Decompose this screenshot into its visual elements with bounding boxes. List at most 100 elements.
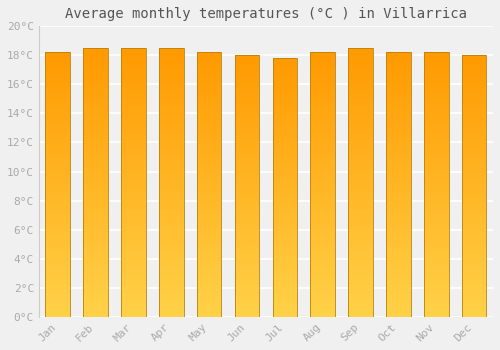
Bar xyxy=(46,277,70,279)
Bar xyxy=(272,254,297,256)
Bar xyxy=(84,156,108,158)
Bar xyxy=(272,280,297,282)
Bar xyxy=(462,300,486,301)
Bar xyxy=(310,261,335,262)
Bar xyxy=(424,299,448,301)
Bar xyxy=(424,215,448,216)
Bar xyxy=(159,239,184,240)
Bar xyxy=(84,112,108,114)
Bar xyxy=(272,62,297,63)
Bar xyxy=(46,173,70,174)
Bar xyxy=(159,241,184,243)
Bar xyxy=(234,209,260,211)
Bar xyxy=(159,146,184,147)
Bar xyxy=(310,208,335,210)
Bar xyxy=(462,133,486,135)
Bar xyxy=(424,289,448,290)
Bar xyxy=(46,264,70,265)
Bar xyxy=(197,192,222,194)
Bar xyxy=(386,102,410,104)
Bar xyxy=(234,117,260,118)
Bar xyxy=(272,61,297,62)
Bar xyxy=(310,236,335,238)
Bar xyxy=(121,308,146,310)
Bar xyxy=(159,90,184,91)
Bar xyxy=(159,201,184,203)
Bar xyxy=(84,259,108,260)
Bar xyxy=(310,298,335,300)
Bar xyxy=(424,100,448,101)
Bar xyxy=(159,270,184,271)
Bar xyxy=(310,301,335,302)
Bar xyxy=(46,282,70,284)
Bar xyxy=(121,169,146,170)
Bar xyxy=(121,294,146,295)
Bar xyxy=(386,299,410,301)
Bar xyxy=(272,261,297,262)
Bar xyxy=(462,224,486,225)
Bar xyxy=(386,145,410,146)
Bar xyxy=(46,133,70,134)
Bar xyxy=(310,121,335,122)
Bar xyxy=(348,273,373,275)
Bar xyxy=(386,101,410,103)
Bar xyxy=(84,308,108,310)
Bar xyxy=(84,65,108,67)
Bar xyxy=(272,256,297,257)
Bar xyxy=(348,122,373,123)
Bar xyxy=(424,176,448,178)
Bar xyxy=(462,62,486,63)
Bar xyxy=(462,243,486,245)
Bar xyxy=(386,167,410,169)
Bar xyxy=(159,183,184,185)
Bar xyxy=(386,236,410,238)
Bar xyxy=(46,125,70,126)
Bar xyxy=(159,284,184,286)
Bar xyxy=(159,243,184,244)
Bar xyxy=(310,52,335,54)
Bar xyxy=(121,140,146,142)
Bar xyxy=(121,302,146,303)
Bar xyxy=(310,221,335,223)
Bar xyxy=(159,299,184,301)
Bar xyxy=(386,84,410,85)
Bar xyxy=(310,100,335,101)
Bar xyxy=(84,292,108,294)
Bar xyxy=(310,132,335,133)
Bar xyxy=(462,251,486,253)
Bar xyxy=(84,190,108,192)
Bar xyxy=(348,162,373,163)
Bar xyxy=(348,226,373,228)
Bar xyxy=(159,61,184,63)
Bar xyxy=(462,260,486,262)
Bar xyxy=(46,168,70,170)
Bar xyxy=(424,75,448,76)
Bar xyxy=(462,174,486,176)
Bar xyxy=(272,150,297,151)
Bar xyxy=(310,184,335,186)
Bar xyxy=(272,161,297,163)
Bar xyxy=(84,304,108,306)
Bar xyxy=(159,107,184,108)
Bar xyxy=(46,138,70,140)
Bar xyxy=(424,159,448,161)
Bar xyxy=(84,279,108,280)
Bar xyxy=(424,245,448,247)
Bar xyxy=(424,249,448,251)
Bar xyxy=(310,130,335,132)
Bar xyxy=(424,211,448,212)
Bar xyxy=(121,170,146,172)
Bar xyxy=(424,142,448,144)
Bar xyxy=(46,278,70,280)
Bar xyxy=(272,260,297,261)
Bar xyxy=(386,135,410,137)
Bar xyxy=(84,136,108,138)
Bar xyxy=(272,199,297,201)
Bar xyxy=(84,58,108,60)
Bar xyxy=(424,290,448,292)
Bar xyxy=(272,275,297,277)
Bar xyxy=(424,257,448,259)
Bar xyxy=(272,283,297,285)
Bar xyxy=(272,190,297,191)
Bar xyxy=(386,71,410,72)
